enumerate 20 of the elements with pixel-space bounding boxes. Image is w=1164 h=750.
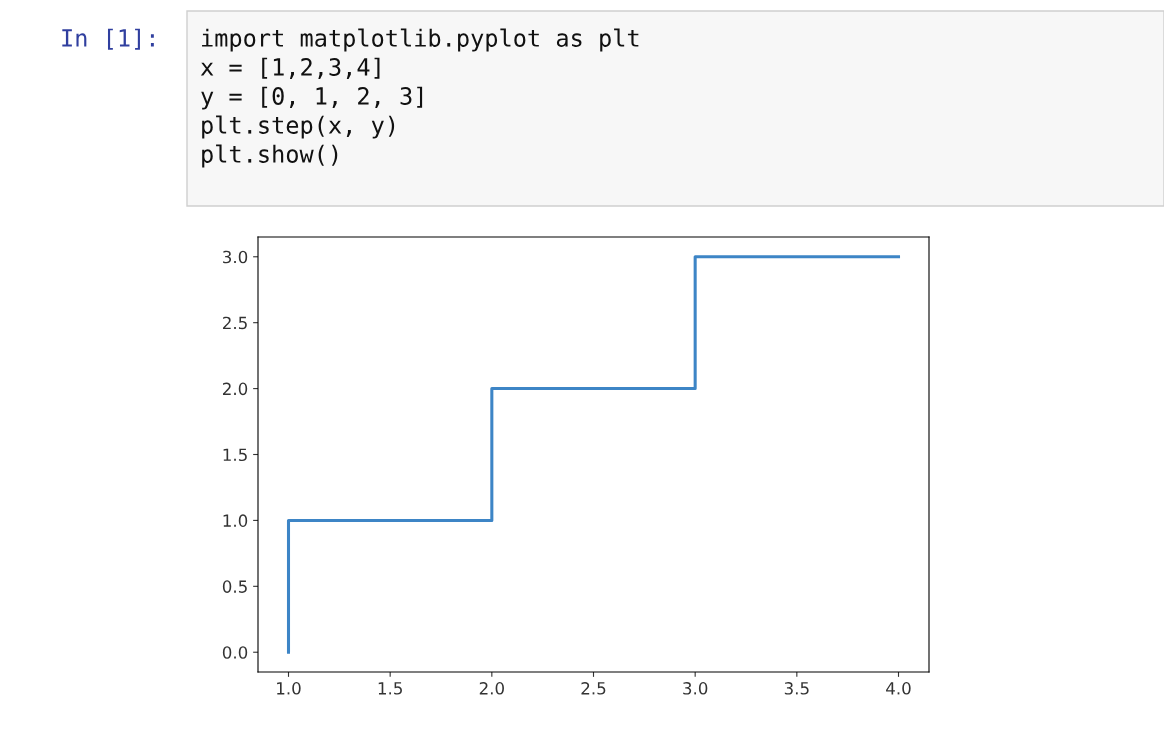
y-tick-label: 2.0 (222, 382, 248, 396)
x-tick-label: 1.5 (378, 682, 402, 695)
text: x = [1,2,3,4] (200, 57, 380, 79)
x-tick-label: 2.0 (479, 682, 504, 695)
y-tick-label: 0.5 (222, 580, 247, 593)
text: plt.step(x, y) (202, 115, 395, 139)
y-tick-label: 3.0 (223, 250, 248, 264)
x-tick-label: 4.0 (886, 682, 911, 695)
text: y = [0, 1, 2, 3] (201, 86, 423, 110)
text: import matplotlib.pyplot as plt (202, 28, 639, 52)
y-tick-label: 0.0 (222, 646, 248, 659)
text: In [1]: (62, 28, 154, 50)
x-tick-label: 2.5 (581, 682, 606, 695)
x-tick-label: 3.0 (683, 682, 708, 695)
x-tick-label: 1.0 (277, 682, 301, 695)
y-tick-label: 1.5 (223, 448, 247, 462)
x-tick-label: 3.5 (784, 682, 809, 695)
text: plt.show() (202, 144, 338, 168)
y-tick-label: 2.5 (222, 316, 247, 330)
y-tick-label: 1.0 (223, 514, 248, 527)
